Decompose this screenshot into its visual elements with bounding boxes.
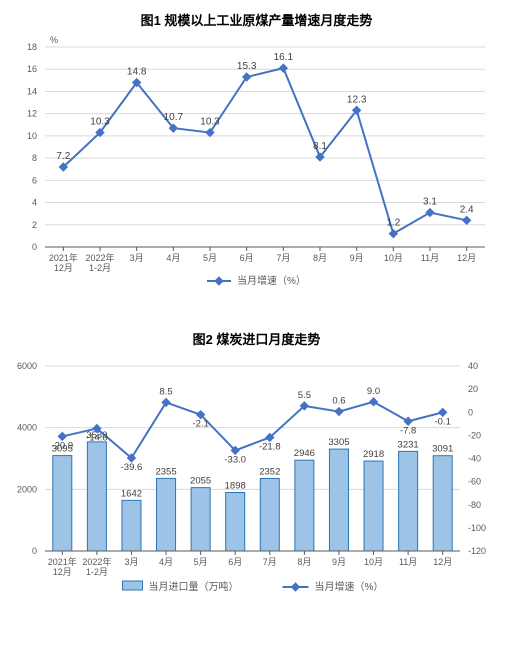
svg-text:-14.0: -14.0 xyxy=(86,432,108,443)
svg-text:12月: 12月 xyxy=(457,253,476,263)
svg-text:2022年: 2022年 xyxy=(82,556,111,567)
svg-text:6月: 6月 xyxy=(228,557,242,567)
svg-text:10.7: 10.7 xyxy=(164,112,184,123)
svg-text:5月: 5月 xyxy=(203,253,217,263)
chart2-title: 图2 煤炭进口月度走势 xyxy=(0,329,513,348)
svg-text:4: 4 xyxy=(32,198,37,208)
svg-text:6000: 6000 xyxy=(17,361,37,371)
svg-text:2021年: 2021年 xyxy=(48,556,77,567)
svg-text:11月: 11月 xyxy=(399,557,417,567)
svg-text:18: 18 xyxy=(27,42,37,52)
chart2-container: 图2 煤炭进口月度走势 0 2000 4000 6000 -120 -100 -80 -60 -… xyxy=(0,299,513,618)
svg-text:1.2: 1.2 xyxy=(386,218,400,229)
svg-text:9月: 9月 xyxy=(350,253,364,263)
svg-text:3305: 3305 xyxy=(328,437,349,448)
svg-text:-100: -100 xyxy=(468,523,486,533)
svg-text:12: 12 xyxy=(27,109,37,119)
svg-text:8: 8 xyxy=(32,153,37,163)
svg-text:3.1: 3.1 xyxy=(423,197,437,208)
svg-text:9.0: 9.0 xyxy=(367,386,380,397)
svg-text:2946: 2946 xyxy=(294,448,315,459)
svg-text:6: 6 xyxy=(32,175,37,185)
svg-text:16: 16 xyxy=(27,64,37,74)
svg-text:3月: 3月 xyxy=(130,253,144,263)
svg-text:1-2月: 1-2月 xyxy=(89,263,111,273)
svg-text:10月: 10月 xyxy=(384,253,403,263)
svg-text:1-2月: 1-2月 xyxy=(86,567,108,577)
svg-text:10月: 10月 xyxy=(364,557,383,567)
svg-text:12月: 12月 xyxy=(54,263,73,273)
svg-text:8月: 8月 xyxy=(297,557,311,567)
svg-text:7月: 7月 xyxy=(263,557,277,567)
svg-text:12.3: 12.3 xyxy=(347,94,367,105)
svg-text:20: 20 xyxy=(468,384,478,394)
svg-text:2055: 2055 xyxy=(190,476,211,487)
svg-text:-20: -20 xyxy=(468,430,481,440)
svg-text:14: 14 xyxy=(27,86,37,96)
chart2-plot: 0 2000 4000 6000 -120 -100 -80 -60 -40 -20 0 20 40 30… xyxy=(0,348,513,618)
svg-text:12月: 12月 xyxy=(433,557,452,567)
svg-text:2918: 2918 xyxy=(363,449,384,460)
svg-text:14.8: 14.8 xyxy=(127,67,147,78)
svg-text:-7.8: -7.8 xyxy=(400,425,416,436)
svg-text:1642: 1642 xyxy=(121,488,142,499)
svg-text:7.2: 7.2 xyxy=(56,151,70,162)
svg-text:-21.8: -21.8 xyxy=(259,441,281,452)
svg-text:-80: -80 xyxy=(468,500,481,510)
svg-text:2021年: 2021年 xyxy=(49,252,78,263)
svg-text:5.5: 5.5 xyxy=(298,390,311,401)
svg-text:-120: -120 xyxy=(468,546,486,556)
svg-text:10.3: 10.3 xyxy=(90,117,110,128)
svg-text:16.1: 16.1 xyxy=(274,52,294,63)
svg-text:15.3: 15.3 xyxy=(237,61,257,72)
svg-text:2352: 2352 xyxy=(259,466,280,477)
svg-text:9月: 9月 xyxy=(332,557,346,567)
svg-text:40: 40 xyxy=(468,361,478,371)
svg-text:-60: -60 xyxy=(468,477,481,487)
svg-text:8.1: 8.1 xyxy=(313,141,327,152)
chart1-title: 图1 规模以上工业原煤产量增速月度走势 xyxy=(0,10,513,29)
svg-text:7月: 7月 xyxy=(276,253,290,263)
svg-text:当月进口量（万吨）: 当月进口量（万吨） xyxy=(149,580,239,593)
chart1-plot: 024681012141618%2021年12月2022年1-2月3月4月5月6… xyxy=(0,29,513,299)
svg-text:3231: 3231 xyxy=(398,439,419,450)
svg-text:5月: 5月 xyxy=(194,557,208,567)
svg-text:8.5: 8.5 xyxy=(159,386,172,397)
svg-text:2000: 2000 xyxy=(17,484,37,494)
svg-text:8月: 8月 xyxy=(313,253,327,263)
svg-text:10: 10 xyxy=(27,131,37,141)
svg-text:10.3: 10.3 xyxy=(200,117,220,128)
chart1-container: 图1 规模以上工业原煤产量增速月度走势 0 2 4 6 8 10 12 14 16 18% 2021… xyxy=(0,0,513,299)
svg-text:6月: 6月 xyxy=(240,253,254,263)
svg-text:当月增速（%）: 当月增速（%） xyxy=(315,580,384,593)
svg-text:3月: 3月 xyxy=(124,557,138,567)
svg-text:1898: 1898 xyxy=(225,480,246,491)
svg-text:-39.6: -39.6 xyxy=(121,462,143,473)
svg-text:0.6: 0.6 xyxy=(332,396,345,407)
svg-text:-33.0: -33.0 xyxy=(224,454,246,465)
svg-text:当月增速（%）: 当月增速（%） xyxy=(237,274,306,287)
svg-text:0: 0 xyxy=(32,546,37,556)
svg-text:-0.1: -0.1 xyxy=(435,416,451,427)
svg-text:4月: 4月 xyxy=(159,557,173,567)
svg-text:%: % xyxy=(50,35,58,45)
svg-text:12月: 12月 xyxy=(53,567,72,577)
svg-text:2355: 2355 xyxy=(155,466,176,477)
svg-text:2022年: 2022年 xyxy=(85,252,114,263)
svg-text:3091: 3091 xyxy=(432,444,453,455)
svg-text:4000: 4000 xyxy=(17,423,37,433)
svg-text:-2.1: -2.1 xyxy=(192,419,208,430)
svg-text:2.4: 2.4 xyxy=(460,204,474,215)
svg-text:-20.9: -20.9 xyxy=(51,440,73,451)
svg-text:-40: -40 xyxy=(468,454,481,464)
svg-text:0: 0 xyxy=(468,407,473,417)
svg-text:0: 0 xyxy=(32,242,37,252)
svg-text:2: 2 xyxy=(32,220,37,230)
svg-text:4月: 4月 xyxy=(166,253,180,263)
svg-text:11月: 11月 xyxy=(421,253,439,263)
